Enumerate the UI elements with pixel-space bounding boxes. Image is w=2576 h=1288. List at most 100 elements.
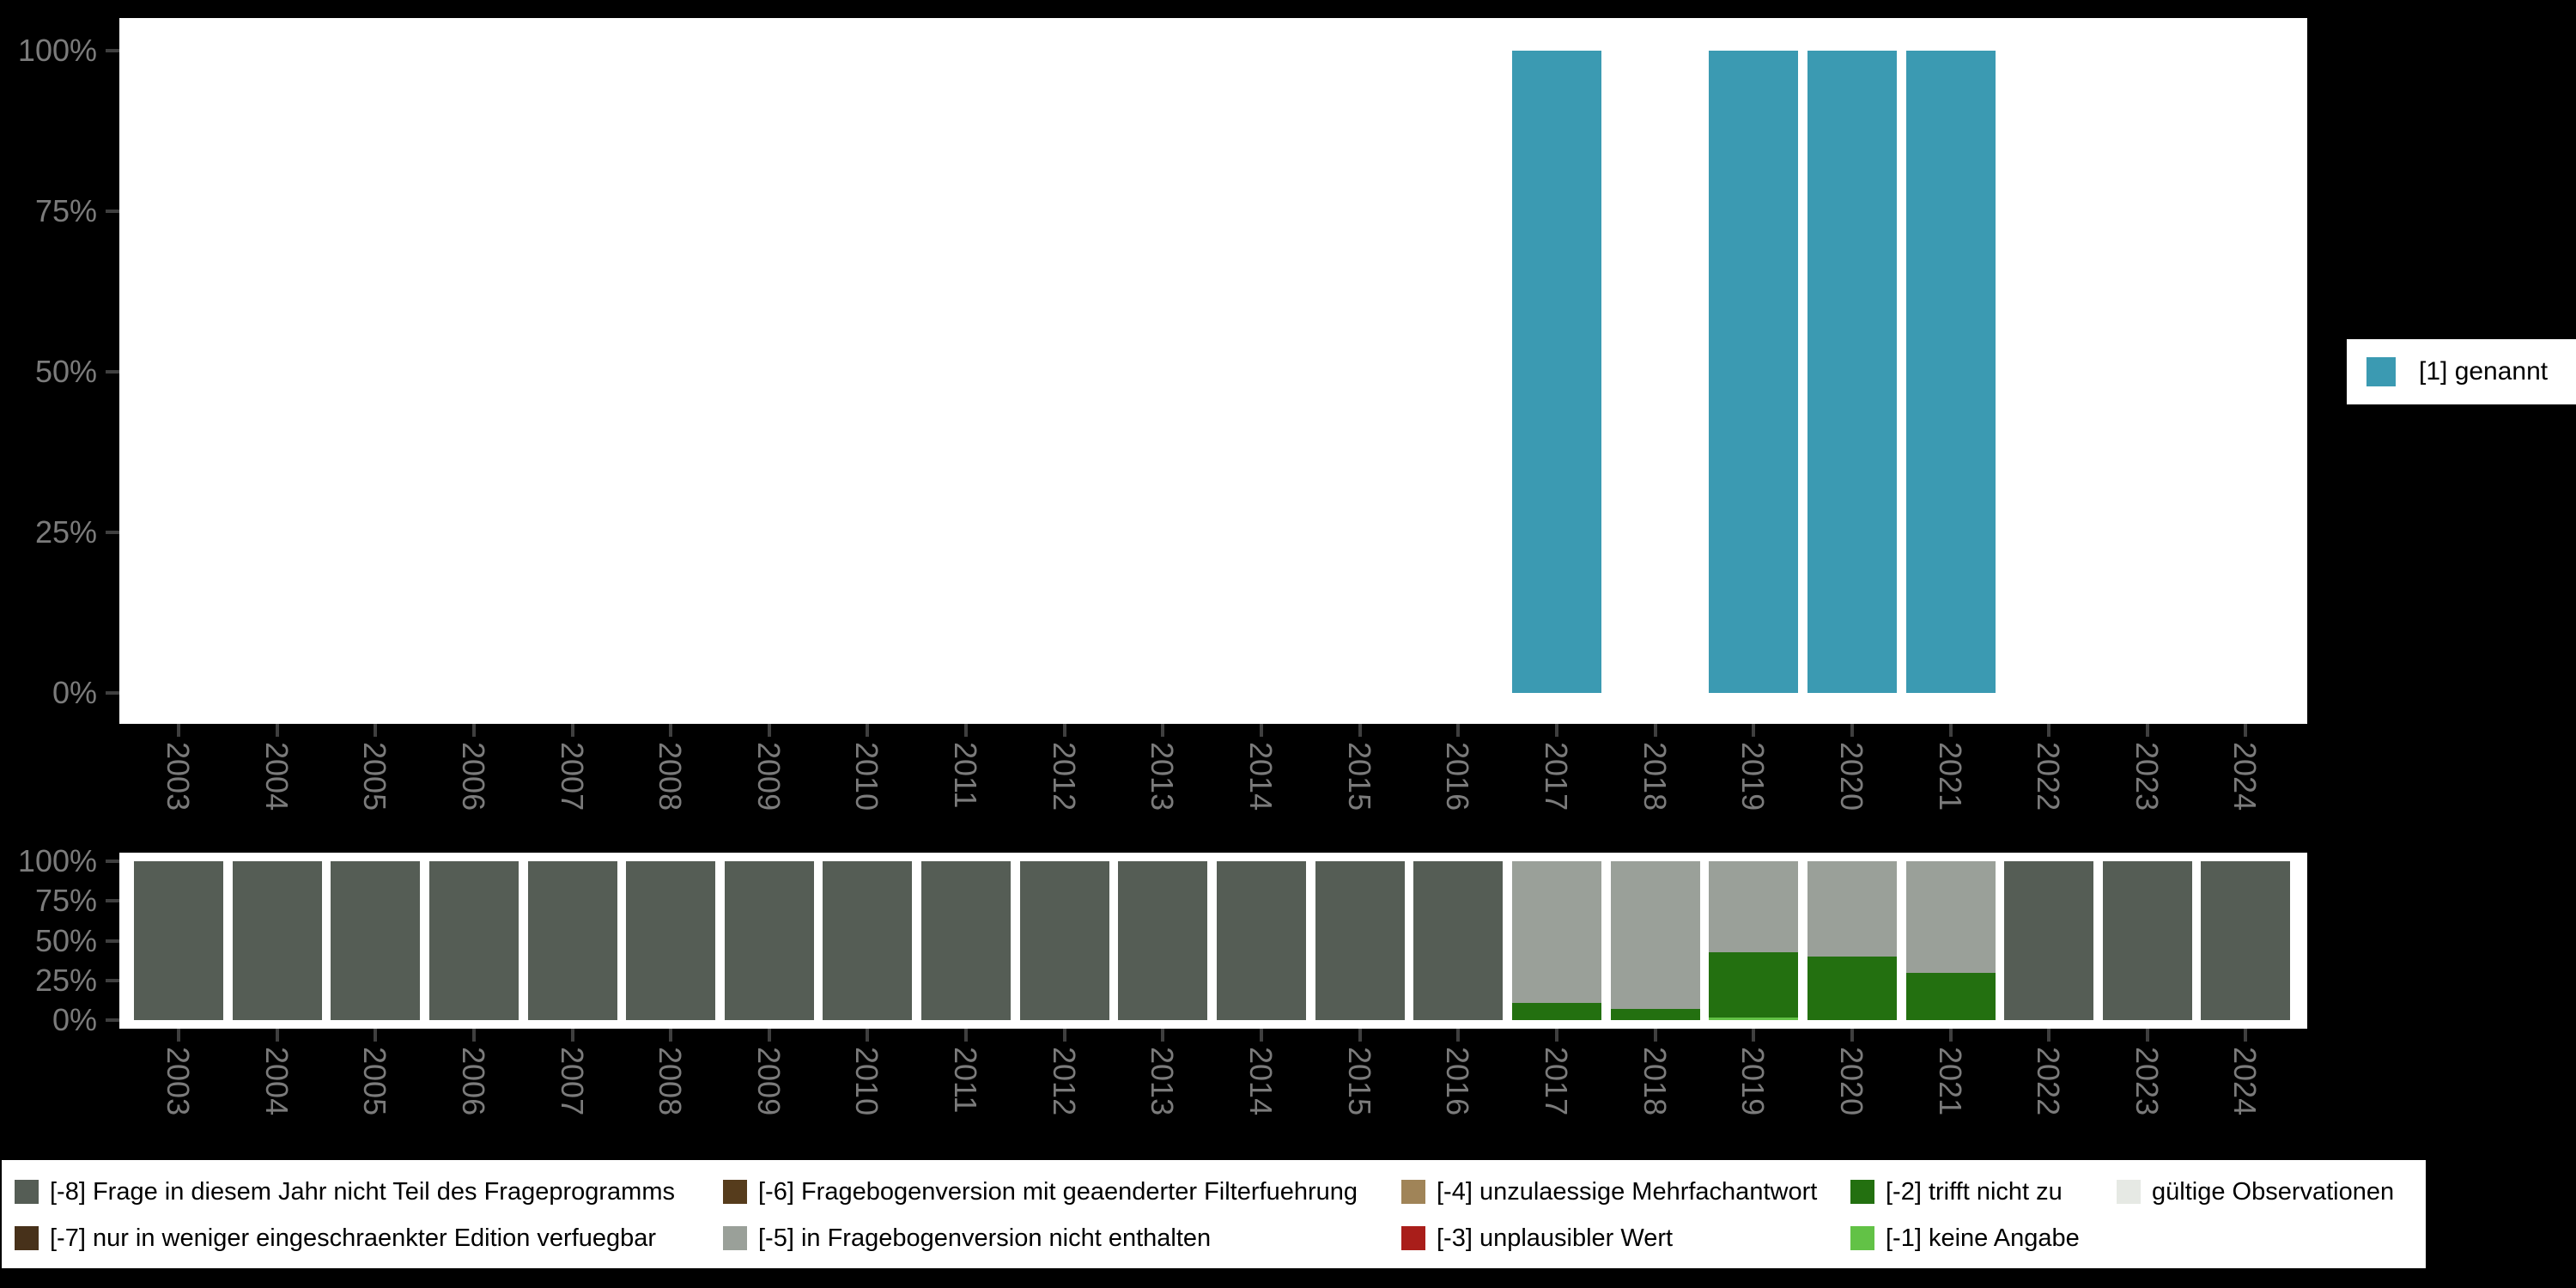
stack-segment-2007 bbox=[528, 861, 617, 1020]
x-tick-top bbox=[964, 724, 968, 737]
x-tick-label-bottom: 2024 bbox=[2227, 1047, 2263, 1116]
stack-segment-2010 bbox=[823, 861, 912, 1020]
x-tick-top bbox=[1063, 724, 1066, 737]
stack-segment-2019 bbox=[1709, 952, 1798, 1018]
x-tick-top bbox=[1260, 724, 1263, 737]
x-tick-label-bottom: 2014 bbox=[1243, 1047, 1279, 1116]
stack-segment-2003 bbox=[134, 861, 223, 1020]
stack-segment-2015 bbox=[1315, 861, 1405, 1020]
stack-segment-2004 bbox=[233, 861, 322, 1020]
x-tick-label-bottom: 2003 bbox=[161, 1047, 196, 1116]
stack-segment-2022 bbox=[2004, 861, 2093, 1020]
x-tick-top bbox=[2047, 724, 2050, 737]
x-tick-top bbox=[1654, 724, 1657, 737]
x-tick-label-top: 2004 bbox=[259, 742, 295, 811]
genannt-legend-label: [1] genannt bbox=[2419, 357, 2549, 386]
stack-segment-2019 bbox=[1709, 861, 1798, 952]
stack-segment-2017 bbox=[1512, 1003, 1601, 1020]
stack-segment-2009 bbox=[725, 861, 814, 1020]
x-tick-label-bottom: 2004 bbox=[259, 1047, 295, 1116]
legend-label: gültige Observationen bbox=[2152, 1177, 2395, 1206]
x-tick-label-top: 2020 bbox=[1834, 742, 1869, 811]
x-tick-top bbox=[374, 724, 377, 737]
x-tick-bottom bbox=[768, 1029, 771, 1042]
x-tick-label-top: 2009 bbox=[751, 742, 787, 811]
x-tick-label-bottom: 2017 bbox=[1539, 1047, 1574, 1116]
x-tick-label-bottom: 2007 bbox=[555, 1047, 590, 1116]
y-tick-top bbox=[106, 370, 119, 374]
x-tick-label-bottom: 2010 bbox=[849, 1047, 884, 1116]
bar-2021 bbox=[1906, 51, 1996, 693]
x-tick-label-top: 2007 bbox=[555, 742, 590, 811]
legend-item: [-1] keine Angabe bbox=[1850, 1214, 2080, 1262]
stack-segment-2020 bbox=[1807, 957, 1897, 1020]
y-tick-label-top: 100% bbox=[17, 33, 97, 68]
legend-item: [-6] Fragebogenversion mit geaenderter F… bbox=[723, 1168, 1358, 1216]
y-tick-label-bottom: 100% bbox=[17, 843, 97, 878]
stack-segment-2017 bbox=[1512, 861, 1601, 1003]
x-tick-label-top: 2022 bbox=[2031, 742, 2066, 811]
x-tick-top bbox=[276, 724, 279, 737]
x-tick-bottom bbox=[1949, 1029, 1953, 1042]
stack-segment-2014 bbox=[1217, 861, 1306, 1020]
x-tick-top bbox=[177, 724, 180, 737]
y-tick-top bbox=[106, 49, 119, 52]
x-tick-bottom bbox=[472, 1029, 476, 1042]
x-tick-label-bottom: 2009 bbox=[751, 1047, 787, 1116]
x-tick-bottom bbox=[866, 1029, 869, 1042]
x-tick-bottom bbox=[1752, 1029, 1755, 1042]
legend-label: [-3] unplausibler Wert bbox=[1437, 1224, 1674, 1252]
x-tick-label-bottom: 2005 bbox=[357, 1047, 392, 1116]
legend-item: [-7] nur in weniger eingeschraenkter Edi… bbox=[15, 1214, 656, 1262]
x-tick-top bbox=[1161, 724, 1164, 737]
y-tick-bottom bbox=[106, 939, 119, 943]
x-tick-label-bottom: 2022 bbox=[2031, 1047, 2066, 1116]
legend-swatch bbox=[15, 1180, 39, 1204]
legend-swatch bbox=[1401, 1180, 1425, 1204]
y-tick-top bbox=[106, 210, 119, 213]
x-tick-label-bottom: 2012 bbox=[1047, 1047, 1082, 1116]
stack-segment-2006 bbox=[429, 861, 519, 1020]
legend-item: [-8] Frage in diesem Jahr nicht Teil des… bbox=[15, 1168, 675, 1216]
legend-item: [-3] unplausibler Wert bbox=[1401, 1214, 1673, 1262]
x-tick-top bbox=[571, 724, 574, 737]
y-tick-label-top: 0% bbox=[52, 675, 97, 710]
x-tick-bottom bbox=[2244, 1029, 2247, 1042]
x-tick-label-bottom: 2011 bbox=[948, 1047, 983, 1114]
x-tick-bottom bbox=[2047, 1029, 2050, 1042]
stack-segment-2021 bbox=[1906, 973, 1996, 1020]
x-tick-bottom bbox=[2146, 1029, 2149, 1042]
bar-2017 bbox=[1512, 51, 1601, 693]
x-tick-top bbox=[1358, 724, 1362, 737]
stack-segment-2008 bbox=[626, 861, 715, 1020]
x-tick-top bbox=[1752, 724, 1755, 737]
x-tick-top bbox=[669, 724, 672, 737]
x-tick-label-top: 2005 bbox=[357, 742, 392, 811]
x-tick-label-bottom: 2013 bbox=[1145, 1047, 1180, 1116]
stack-segment-2016 bbox=[1413, 861, 1503, 1020]
legend-swatch bbox=[15, 1226, 39, 1250]
stack-segment-2024 bbox=[2201, 861, 2290, 1020]
x-tick-bottom bbox=[964, 1029, 968, 1042]
y-tick-bottom bbox=[106, 979, 119, 982]
y-tick-label-bottom: 50% bbox=[34, 923, 97, 958]
legend-label: [-4] unzulaessige Mehrfachantwort bbox=[1437, 1177, 1818, 1206]
x-tick-label-bottom: 2023 bbox=[2129, 1047, 2165, 1116]
stack-segment-2020 bbox=[1807, 861, 1897, 957]
x-tick-label-top: 2013 bbox=[1145, 742, 1180, 811]
stack-segment-2023 bbox=[2103, 861, 2192, 1020]
y-tick-label-bottom: 0% bbox=[52, 1002, 97, 1037]
x-tick-bottom bbox=[177, 1029, 180, 1042]
legend-swatch bbox=[2117, 1180, 2141, 1204]
x-tick-bottom bbox=[1260, 1029, 1263, 1042]
x-tick-bottom bbox=[1654, 1029, 1657, 1042]
x-tick-top bbox=[2146, 724, 2149, 737]
y-tick-bottom bbox=[106, 860, 119, 863]
x-tick-label-top: 2014 bbox=[1243, 742, 1279, 811]
x-tick-label-bottom: 2019 bbox=[1735, 1047, 1771, 1116]
stack-segment-2005 bbox=[331, 861, 420, 1020]
x-tick-bottom bbox=[571, 1029, 574, 1042]
stack-segment-2013 bbox=[1118, 861, 1207, 1020]
legend-item: [-2] trifft nicht zu bbox=[1850, 1168, 2063, 1216]
x-tick-top bbox=[1850, 724, 1854, 737]
